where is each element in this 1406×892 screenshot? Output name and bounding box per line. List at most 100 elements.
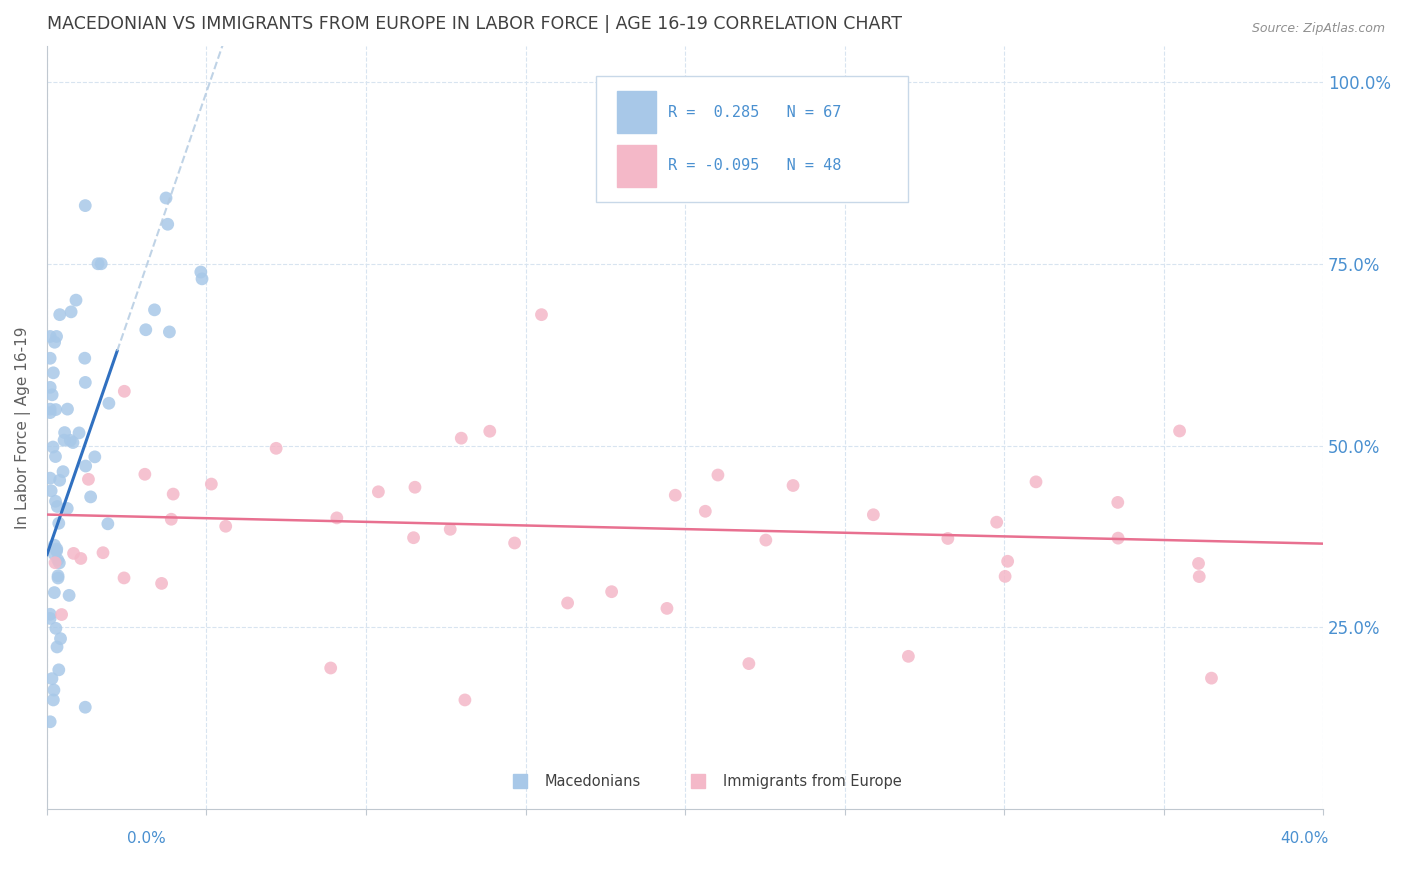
Point xyxy=(48,663,70,677)
Point xyxy=(45,541,67,556)
Point xyxy=(135,323,157,337)
Point xyxy=(56,402,79,417)
Point xyxy=(49,632,72,646)
Point xyxy=(87,257,110,271)
Point xyxy=(44,450,66,464)
Point xyxy=(862,508,884,522)
Bar xyxy=(617,91,655,133)
Point xyxy=(738,657,761,671)
Text: R =  0.285   N = 67: R = 0.285 N = 67 xyxy=(668,104,842,120)
FancyBboxPatch shape xyxy=(596,76,908,202)
Text: Immigrants from Europe: Immigrants from Europe xyxy=(723,774,903,789)
Point xyxy=(264,442,287,456)
Point xyxy=(75,458,97,473)
Point xyxy=(44,335,66,350)
Point xyxy=(75,198,97,212)
Text: R = -0.095   N = 48: R = -0.095 N = 48 xyxy=(668,158,842,173)
Point xyxy=(46,571,69,585)
Point xyxy=(45,544,67,558)
Point xyxy=(44,547,66,561)
Point xyxy=(53,425,76,440)
Point xyxy=(51,607,73,622)
Point xyxy=(404,480,426,494)
Point xyxy=(59,434,82,448)
Point xyxy=(155,191,177,205)
Text: MACEDONIAN VS IMMIGRANTS FROM EUROPE IN LABOR FORCE | AGE 16-19 CORRELATION CHAR: MACEDONIAN VS IMMIGRANTS FROM EUROPE IN … xyxy=(46,15,903,33)
Bar xyxy=(513,774,527,788)
Point xyxy=(41,388,63,402)
Point xyxy=(42,440,65,454)
Point xyxy=(39,471,62,485)
Point xyxy=(162,487,184,501)
Text: Macedonians: Macedonians xyxy=(544,774,641,789)
Point xyxy=(707,468,730,483)
Point xyxy=(42,693,65,707)
Point xyxy=(439,522,461,536)
Point xyxy=(39,406,62,420)
Point xyxy=(39,607,62,622)
Text: Source: ZipAtlas.com: Source: ZipAtlas.com xyxy=(1251,22,1385,36)
Point xyxy=(69,551,91,566)
Point xyxy=(48,308,70,322)
Point xyxy=(46,500,69,514)
Y-axis label: In Labor Force | Age 16-19: In Labor Force | Age 16-19 xyxy=(15,326,31,529)
Point xyxy=(97,516,120,531)
Point xyxy=(44,494,66,508)
Point xyxy=(73,351,96,366)
Point xyxy=(994,569,1017,583)
Point xyxy=(1168,424,1191,438)
Point xyxy=(83,450,105,464)
Point xyxy=(44,585,66,599)
Point xyxy=(936,532,959,546)
Point xyxy=(157,325,180,339)
Text: 0.0%: 0.0% xyxy=(127,831,166,846)
Point xyxy=(160,512,183,526)
Point xyxy=(530,308,553,322)
Point xyxy=(134,467,156,482)
Point xyxy=(39,351,62,366)
Point xyxy=(143,302,166,317)
Point xyxy=(56,501,79,516)
Point xyxy=(39,380,62,394)
Point xyxy=(39,611,62,625)
Point xyxy=(986,515,1008,529)
Point xyxy=(190,265,212,279)
Point xyxy=(67,425,90,440)
Point xyxy=(454,693,477,707)
Point xyxy=(503,536,526,550)
Point xyxy=(42,683,65,698)
Bar xyxy=(692,774,706,788)
Point xyxy=(1107,495,1129,509)
Point xyxy=(42,366,65,380)
Point xyxy=(39,714,62,729)
Point xyxy=(77,472,100,486)
Point xyxy=(39,329,62,343)
Point xyxy=(53,433,76,447)
Point xyxy=(48,556,70,570)
Point xyxy=(52,465,75,479)
Point xyxy=(75,376,97,390)
Point xyxy=(90,257,112,271)
Point xyxy=(62,546,84,560)
Point xyxy=(60,305,83,319)
Point xyxy=(48,473,70,487)
Point xyxy=(695,504,717,518)
Point xyxy=(326,511,349,525)
Point xyxy=(150,576,173,591)
Point xyxy=(91,546,114,560)
Point xyxy=(46,569,69,583)
Point xyxy=(156,217,179,231)
Point xyxy=(478,424,501,438)
Point xyxy=(39,402,62,417)
Point xyxy=(44,538,66,552)
Point xyxy=(41,672,63,686)
Point xyxy=(48,516,70,531)
Point xyxy=(112,571,135,585)
Point xyxy=(215,519,238,533)
Text: 40.0%: 40.0% xyxy=(1281,831,1329,846)
Point xyxy=(191,272,214,286)
Point xyxy=(367,484,389,499)
Point xyxy=(45,621,67,635)
Point xyxy=(200,477,222,491)
Point xyxy=(600,584,623,599)
